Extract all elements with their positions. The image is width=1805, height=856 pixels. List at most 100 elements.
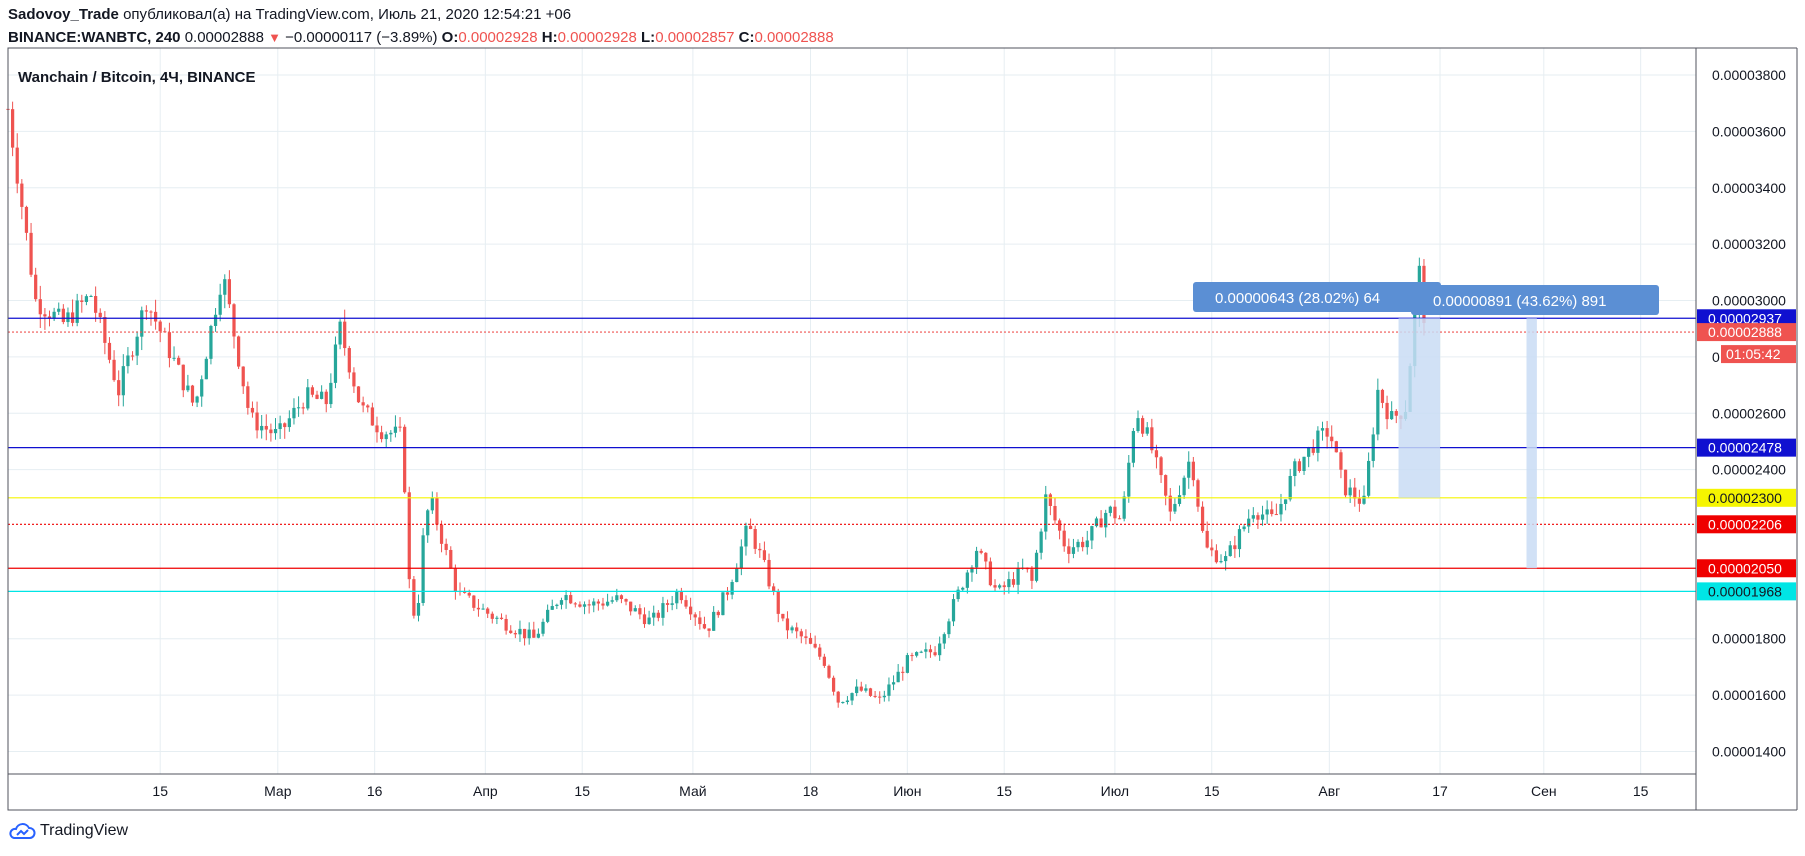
candle-body [813,643,817,648]
candle-body [135,336,139,356]
candle [126,347,130,374]
candle [638,604,642,620]
candle-body [1034,552,1039,581]
candle-body [338,321,342,345]
candle [781,613,785,622]
candle [1159,455,1163,483]
candle [1228,540,1232,557]
candle [938,636,942,661]
candle [10,101,15,157]
last-price-label-bg [1697,323,1796,342]
low-label: L: [641,29,656,46]
candle [924,642,928,659]
candle [416,594,421,622]
candle [993,579,997,592]
candle [970,565,974,582]
candle-body [762,550,767,560]
level-0.00001968-label-bg [1697,582,1796,601]
close-value: 0.00002888 [754,29,834,46]
candle-body [232,304,236,337]
candle-body [758,548,762,551]
candle [1237,525,1242,558]
candle-body [190,385,195,403]
candle-body [1122,496,1126,519]
candle-body [366,405,370,408]
candle [702,616,707,630]
candle [509,625,513,634]
candle [1099,510,1103,528]
candle-body [1251,515,1255,519]
candle-body [808,637,813,644]
y-tick-label: 0.00003200 [1712,236,1786,252]
level-0.00001968-label: 0.00001968 [1708,583,1782,599]
candle [785,611,790,639]
candle-body [412,579,416,616]
level-0.00002300-label-bg [1697,488,1796,507]
candle-body [601,603,605,606]
candle-body [984,552,988,562]
candle [1039,528,1043,560]
candle [578,601,582,608]
candle [725,587,730,601]
candle-body [195,396,199,403]
measure-range-2 [1526,318,1537,569]
x-tick-label: 15 [574,783,590,799]
candle-body [546,609,550,622]
candle [1320,421,1325,441]
measure-label-1: 0.00000643 (28.02%) 64 [1215,290,1380,307]
tradingview-logo[interactable]: TradingView [8,822,128,840]
candle [933,646,937,657]
level-0.00002478-label: 0.00002478 [1708,440,1782,456]
candle-body [1131,430,1136,463]
candle [495,615,499,625]
candle [518,620,522,642]
level-0.00002050-label: 0.00002050 [1708,560,1782,576]
candle [1316,426,1320,462]
candle [1173,498,1177,514]
candle-body [158,321,162,332]
candle-body [652,612,656,618]
candle [564,590,568,609]
candle [15,133,19,194]
candle [536,628,541,639]
candle-body [573,603,577,605]
candle [804,629,808,645]
author-name[interactable]: Sadovoy_Trade [8,6,119,23]
candle-body [481,608,485,610]
candle [772,583,776,596]
x-tick-label: Июл [1101,783,1129,799]
candle-body [352,372,356,387]
y-tick-label: 0.00003600 [1712,123,1786,139]
candle [34,267,38,302]
candle [444,538,448,556]
candle [426,508,430,543]
candle [647,610,651,625]
candle-body [34,274,38,300]
candle-body [1367,460,1371,496]
candle [956,586,960,602]
candle [601,597,605,610]
candle [878,691,882,704]
candle-body [896,671,900,683]
candle [1210,539,1214,557]
candle [873,691,877,699]
candle-body [836,691,840,703]
candle-body [1196,480,1200,507]
candle [619,594,624,604]
candle-body [315,394,319,399]
x-tick-label: 15 [152,783,168,799]
candle [1057,518,1062,540]
candle-body [878,696,882,698]
candle [546,604,550,624]
candle-body [57,308,61,312]
candle-body [1104,512,1108,528]
candle [928,644,933,658]
y-tick-label: 0.00001800 [1712,631,1786,647]
candle [379,425,384,443]
change-value: −0.00000117 (−3.89%) [285,29,438,46]
candle-body [1247,518,1251,527]
candle-body [273,429,278,434]
candle-body [1002,585,1006,588]
candle-body [1016,568,1020,585]
